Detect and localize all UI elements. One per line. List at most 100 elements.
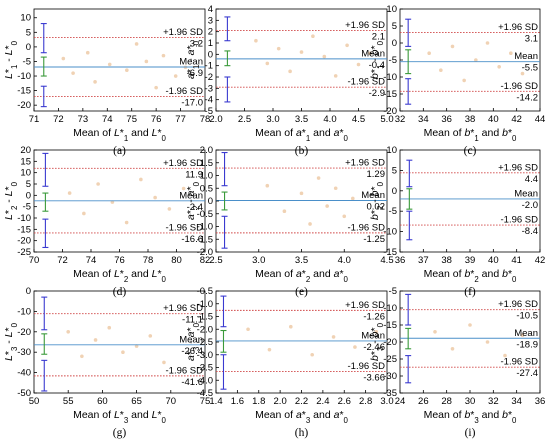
panel-h: +1.96 SD-1.26 Mean-2.46 -1.96 SD-3.66 -0.5 -… xyxy=(185,286,394,439)
lower-sd-label: -1.96 SD xyxy=(348,77,386,88)
x-tick-label: 44 xyxy=(535,114,546,125)
panel-label: (i) xyxy=(465,427,476,439)
y-tick-label: 1 xyxy=(208,38,213,49)
data-point xyxy=(181,186,186,191)
data-point xyxy=(311,34,315,38)
lower-sd-label: -1.96 SD xyxy=(348,222,386,233)
x-tick-label: 4.0 xyxy=(338,255,351,266)
data-point xyxy=(299,191,304,196)
y-tick-label: -5 xyxy=(389,206,397,217)
x-tick-label: 74 xyxy=(102,114,113,125)
mean-label: Mean xyxy=(361,330,385,341)
mean-value: 0.02 xyxy=(367,201,386,212)
y-tick-label: 10 xyxy=(20,168,31,179)
y-tick-label: 0 xyxy=(26,286,31,297)
panel-label: (d) xyxy=(113,286,127,298)
mean-value: -2.46 xyxy=(363,342,385,353)
panel-label: (c) xyxy=(464,145,477,157)
x-tick-label: 76 xyxy=(151,114,162,125)
y-tick-label: 3 xyxy=(208,15,213,26)
y-tick-label: -5 xyxy=(23,202,31,213)
x-tick-label: 40 xyxy=(488,255,499,266)
mean-label: Mean xyxy=(514,328,538,339)
data-point xyxy=(121,350,125,355)
y-tick-label: -1.0 xyxy=(197,299,213,310)
data-point xyxy=(139,177,143,182)
data-point xyxy=(173,74,178,78)
data-point xyxy=(520,333,525,338)
x-tick-label: 4.5 xyxy=(380,255,393,266)
y-axis-title: L*2 - L*0 xyxy=(3,181,19,220)
x-tick-label: 65 xyxy=(131,396,142,407)
panel-g: +1.96 SD-11.1 Mean-26.4 -1.96 SD-41.6 0 -10 -… xyxy=(3,286,210,439)
y-tick-label: 2.0 xyxy=(200,145,213,156)
y-tick-label: 15 xyxy=(20,156,31,167)
x-tick-label: 38 xyxy=(465,114,476,125)
lower-sd-value: -16.6 xyxy=(181,234,203,245)
x-tick-label: 74 xyxy=(86,255,97,266)
data-point xyxy=(61,56,66,61)
y-tick-label: 5 xyxy=(392,21,397,32)
y-tick-label: 5 xyxy=(26,179,31,190)
x-tick-label: 42 xyxy=(535,255,546,266)
y-tick-label: 0 xyxy=(392,186,397,197)
x-tick-label: 37 xyxy=(418,255,429,266)
data-point xyxy=(162,360,166,365)
y-tick-label: -20 xyxy=(17,327,31,338)
x-tick-label: 26 xyxy=(418,396,429,407)
x-axis-title: Mean of a*3 and a*0 xyxy=(255,409,348,425)
upper-sd-value: 3.2 xyxy=(190,39,203,50)
x-axis-title: Mean of L*1 and L*0 xyxy=(73,127,166,143)
x-tick-label: 1.8 xyxy=(252,396,265,407)
y-tick-label: -5 xyxy=(23,56,31,67)
x-tick-label: 4.0 xyxy=(323,114,336,125)
data-point xyxy=(333,74,338,78)
y-tick-label: -1.5 xyxy=(197,234,213,245)
data-point xyxy=(124,220,129,225)
x-axis-title: Mean of L*3 and L*0 xyxy=(73,409,166,425)
x-tick-label: 1.6 xyxy=(231,396,244,407)
x-tick-label: 4.5 xyxy=(352,114,365,125)
x-axis-title: Mean of b*1 and b*0 xyxy=(424,127,517,143)
y-tick-label: 0 xyxy=(392,38,397,49)
data-point xyxy=(265,61,270,66)
data-point xyxy=(353,345,357,349)
data-point xyxy=(342,214,347,219)
panel-c: +1.96 SD3.1 Mean-5.5 -1.96 SD-14.2 10 5 0 -5 -1… xyxy=(369,4,545,157)
y-tick-label: 4 xyxy=(208,4,213,15)
data-point xyxy=(288,69,292,74)
x-axis-title: Mean of a*1 and a*0 xyxy=(255,127,348,143)
y-tick-label: -10 xyxy=(17,71,31,82)
lower-sd-label: -1.96 SD xyxy=(501,215,539,226)
y-tick-label: -4.5 xyxy=(197,388,213,399)
lower-sd-value: -3.66 xyxy=(363,373,385,384)
upper-sd-label: +1.96 SD xyxy=(163,303,203,314)
y-tick-label: 1.5 xyxy=(200,158,213,169)
y-tick-label: -25 xyxy=(383,354,397,365)
data-point xyxy=(246,327,250,332)
upper-sd-label: +1.96 SD xyxy=(163,158,203,169)
x-tick-label: 2.4 xyxy=(316,396,329,407)
y-axis-title: b*1 - b*0 xyxy=(369,40,385,79)
data-point xyxy=(93,80,97,84)
y-axis-title: b*2 - b*0 xyxy=(369,181,385,220)
y-axis-title: a*2 - a*0 xyxy=(185,181,201,220)
data-point xyxy=(148,334,153,338)
x-tick-label: 78 xyxy=(143,255,154,266)
x-tick-label: 36 xyxy=(441,114,452,125)
y-tick-label: -35 xyxy=(383,388,397,399)
y-tick-label: -3.5 xyxy=(197,363,213,374)
x-tick-label: 70 xyxy=(29,255,40,266)
mean-value: -2.4 xyxy=(187,202,203,213)
mean-label: Mean xyxy=(514,188,538,199)
x-tick-label: 78 xyxy=(200,114,211,125)
panel-label: (g) xyxy=(113,427,127,439)
x-tick-label: 40 xyxy=(488,114,499,125)
y-tick-label: 10 xyxy=(20,13,31,24)
panel-label: (b) xyxy=(295,145,309,157)
y-tick-label: -0.5 xyxy=(197,209,213,220)
y-tick-label: -30 xyxy=(383,371,397,382)
data-point xyxy=(427,51,431,55)
y-tick-label: -5 xyxy=(205,106,213,117)
